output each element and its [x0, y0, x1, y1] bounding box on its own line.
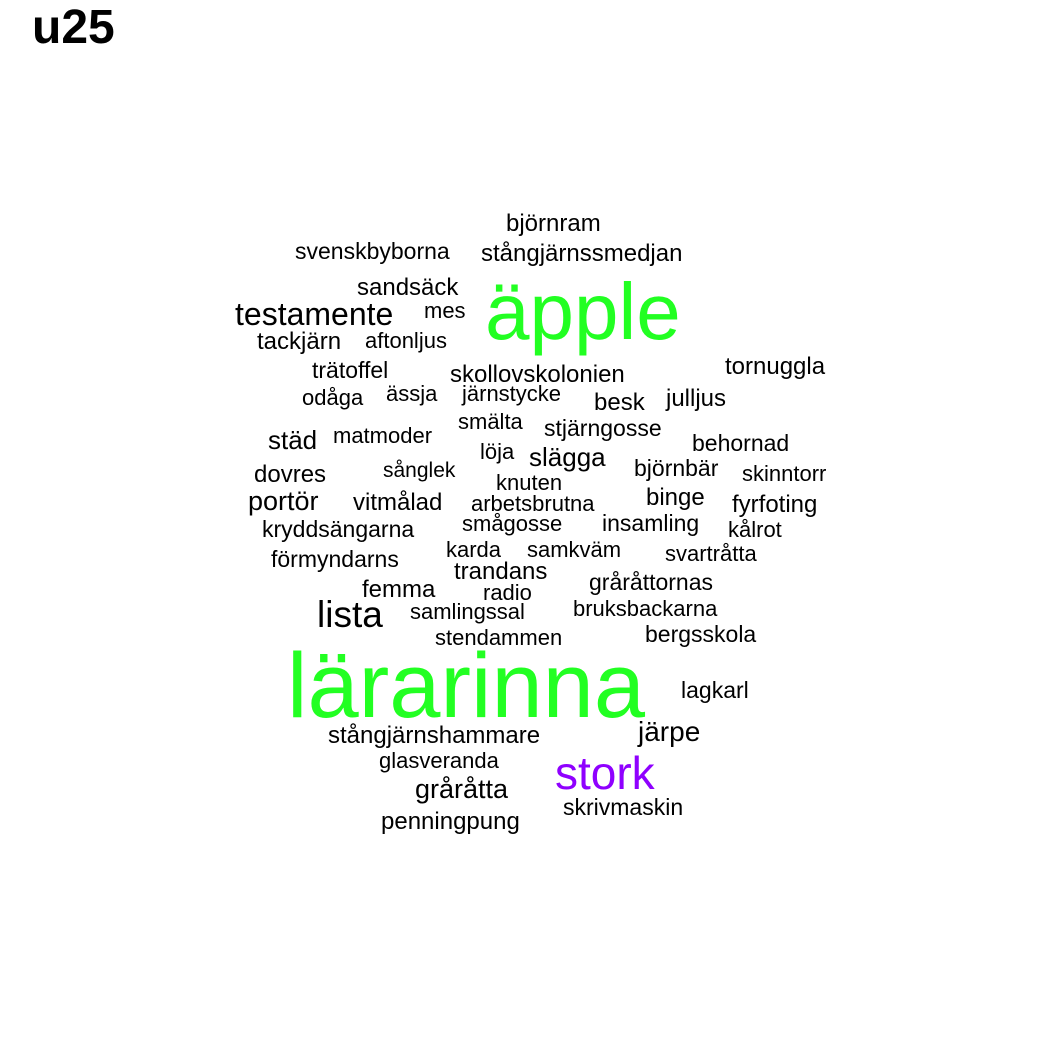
cloud-word: städ	[268, 425, 318, 455]
cloud-word: skrivmaskin	[563, 794, 684, 820]
cloud-word: äpple	[485, 267, 681, 356]
cloud-word: behornad	[692, 430, 790, 456]
cloud-word: sånglek	[383, 459, 456, 482]
cloud-word: björnram	[506, 210, 601, 237]
cloud-word: stångjärnssmedjan	[481, 240, 683, 267]
cloud-word: radio	[483, 580, 532, 605]
cloud-word: besk	[594, 389, 645, 416]
cloud-word: lagkarl	[681, 677, 749, 703]
cloud-title: u25	[32, 1, 115, 54]
cloud-word: stångjärnshammare	[328, 722, 541, 749]
cloud-word: järpe	[638, 716, 701, 747]
cloud-word: björnbär	[634, 455, 719, 481]
cloud-word: insamling	[602, 510, 700, 536]
cloud-word: mes	[424, 298, 466, 323]
cloud-word: karda	[446, 537, 502, 562]
cloud-word: lärarinna	[287, 635, 645, 737]
cloud-word: kryddsängarna	[262, 516, 415, 542]
cloud-word: matmoder	[333, 423, 433, 448]
cloud-word: skollovskolonien	[450, 361, 625, 388]
cloud-word: fyrfoting	[732, 491, 818, 518]
cloud-word: samkväm	[527, 537, 622, 562]
cloud-word: förmyndarns	[271, 546, 399, 572]
cloud-word: kålrot	[728, 517, 782, 542]
cloud-word: bruksbackarna	[573, 596, 718, 621]
cloud-word: knuten	[496, 470, 563, 495]
cloud-word: ässja	[386, 381, 438, 406]
cloud-word: femma	[362, 576, 436, 603]
cloud-word: stjärngosse	[544, 415, 662, 441]
cloud-word: aftonljus	[365, 328, 447, 353]
cloud-word: gråråtta	[415, 774, 509, 804]
cloud-word: gråråttornas	[589, 569, 714, 595]
cloud-word: järnstycke	[462, 381, 562, 406]
cloud-word: samlingssal	[410, 599, 525, 624]
cloud-word: smälta	[458, 409, 523, 434]
cloud-word: slägga	[529, 442, 606, 472]
cloud-word: odåga	[302, 385, 364, 410]
cloud-word: svenskbyborna	[295, 238, 450, 264]
cloud-word: bergsskola	[645, 621, 757, 647]
cloud-word: stork	[555, 747, 655, 799]
cloud-word: tackjärn	[257, 328, 342, 355]
cloud-word: vitmålad	[353, 489, 443, 516]
cloud-word: glasveranda	[379, 748, 499, 773]
cloud-word: stendammen	[435, 625, 563, 650]
cloud-word: testamente	[235, 296, 394, 332]
cloud-word: tornuggla	[725, 353, 826, 380]
cloud-word: penningpung	[381, 808, 520, 835]
cloud-word: arbetsbrutna	[471, 491, 595, 516]
cloud-word: lista	[317, 594, 383, 635]
cloud-word: svartråtta	[665, 541, 757, 566]
cloud-word: portör	[248, 486, 319, 516]
cloud-word: trandans	[454, 558, 548, 585]
cloud-word: julljus	[666, 385, 727, 412]
cloud-word: smågosse	[462, 511, 563, 536]
cloud-word: dovres	[254, 461, 327, 488]
cloud-word: sandsäck	[357, 274, 459, 301]
cloud-word: skinntorr	[742, 461, 827, 486]
cloud-word: trätoffel	[312, 357, 389, 383]
cloud-word: binge	[646, 484, 705, 511]
cloud-word: löja	[480, 439, 515, 464]
